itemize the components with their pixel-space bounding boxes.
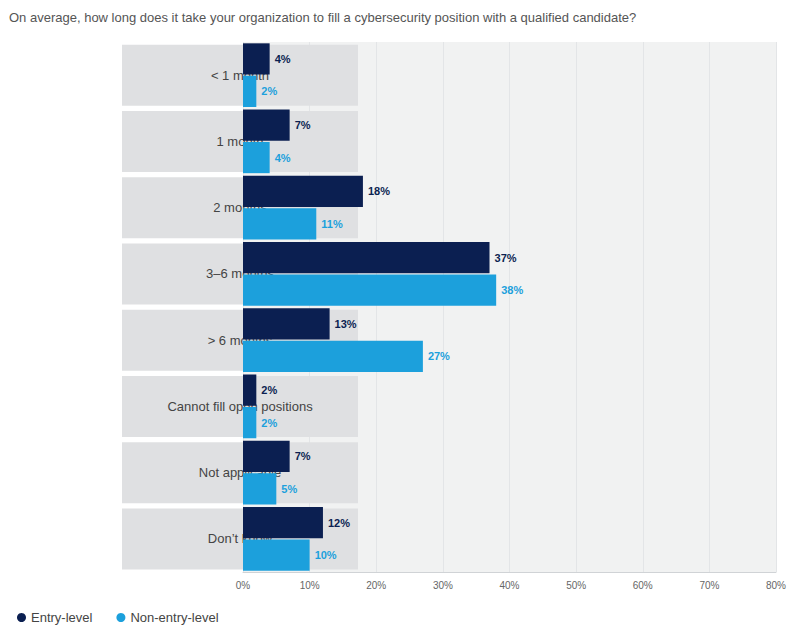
svg-text:4%: 4% [275,152,291,164]
svg-text:10%: 10% [315,549,337,561]
svg-text:1 month: 1 month [216,133,264,149]
svg-text:4%: 4% [275,53,291,65]
svg-text:2 months: 2 months [213,200,267,216]
svg-text:70%: 70% [699,580,719,591]
svg-text:2%: 2% [261,384,277,396]
svg-text:Entry-level: Entry-level [31,610,93,625]
svg-text:3–6 months: 3–6 months [206,266,274,282]
svg-text:13%: 13% [335,318,357,330]
svg-text:> 6 months: > 6 months [207,332,273,348]
svg-text:< 1 month: < 1 month [210,67,270,83]
svg-text:7%: 7% [295,450,311,462]
svg-text:Not applicable: Not applicable [198,465,282,481]
svg-text:Don’t know: Don’t know [207,531,273,547]
svg-text:Cannot fill open positions: Cannot fill open positions [167,399,313,414]
svg-text:27%: 27% [428,350,450,362]
svg-text:20%: 20% [366,580,386,591]
svg-text:2%: 2% [261,85,277,97]
svg-text:11%: 11% [321,218,343,230]
svg-text:5%: 5% [281,483,297,495]
svg-text:40%: 40% [499,580,519,591]
svg-text:Non-entry-level: Non-entry-level [130,610,218,625]
svg-text:7%: 7% [295,119,311,131]
svg-text:On average, how long does it t: On average, how long does it take your o… [9,10,636,25]
svg-text:2%: 2% [261,417,277,429]
svg-text:80%: 80% [766,580,786,591]
svg-text:37%: 37% [495,252,517,264]
svg-text:10%: 10% [300,580,320,591]
svg-text:12%: 12% [328,517,350,529]
svg-text:18%: 18% [368,185,390,197]
svg-text:60%: 60% [633,580,653,591]
svg-text:0%: 0% [236,580,251,591]
svg-text:38%: 38% [501,284,523,296]
svg-text:30%: 30% [433,580,453,591]
svg-text:50%: 50% [566,580,586,591]
